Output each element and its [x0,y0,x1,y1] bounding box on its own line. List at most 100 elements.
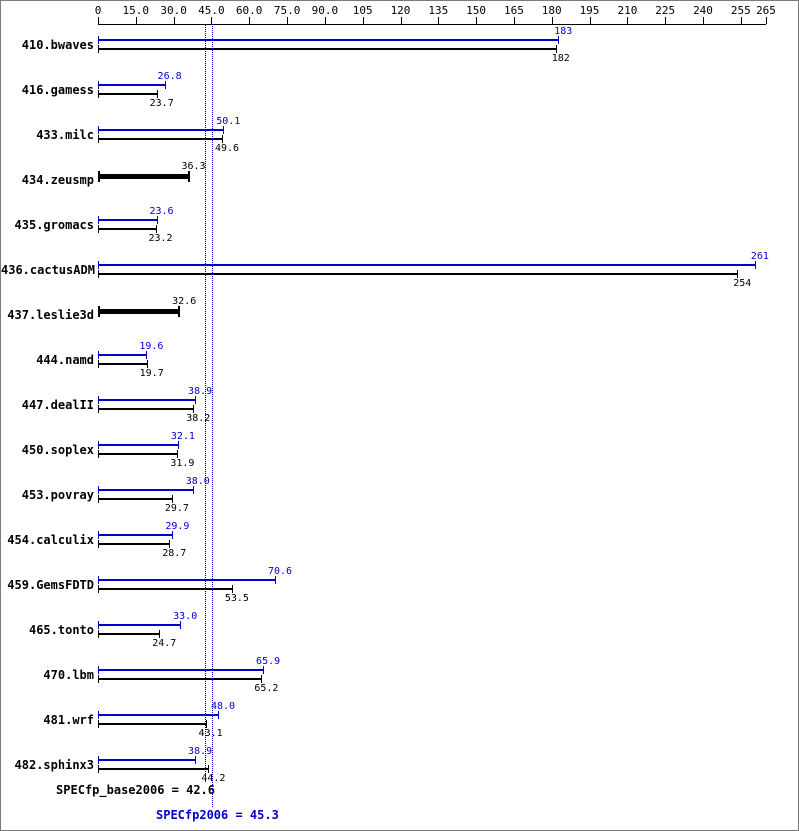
base-value-label: 28.7 [162,548,187,559]
peak-mean-dotted-line [212,24,214,807]
base-value-label: 53.5 [224,593,249,604]
base-bar [98,675,263,683]
base-bar [98,360,148,368]
base-value-label: 38.2 [186,413,211,424]
benchmark-name: 482.sphinx3 [14,758,94,772]
axis-tick-label: 240 [693,4,713,17]
axis-tick [740,17,742,24]
base-value-label: 43.1 [198,728,223,739]
peak-value-label: 65.9 [256,656,281,667]
axis-tick-label: 0 [94,4,102,17]
peak-bar [98,81,166,89]
benchmark-name: 433.milc [36,128,94,142]
base-value-label: 182 [551,53,570,64]
axis-tick-label: 120 [390,4,411,17]
benchmark-name: 470.lbm [43,668,94,682]
base-value-label: 44.2 [201,773,226,784]
result-bar [98,171,190,182]
axis-tick [476,17,478,24]
benchmark-name: 481.wrf [43,713,94,727]
peak-value-label: 48.0 [210,701,236,712]
peak-value-label: 33.0 [173,611,198,622]
peak-bar [98,126,225,134]
benchmark-name: 416.gamess [21,83,94,97]
axis-tick [135,17,137,24]
peak-value-label: 23.6 [149,206,174,217]
axis-tick-label: 60.0 [235,4,263,17]
axis-tick [211,17,213,24]
peak-value-label: 29.9 [165,521,190,532]
peak-bar [98,621,182,629]
base-mean-dotted-line [205,24,207,782]
base-bar [98,765,210,773]
base-value-label: 254 [733,278,752,289]
axis-tick-label: 210 [617,4,638,17]
base-bar [98,270,739,278]
peak-value-label: 183 [554,26,573,37]
base-bar [98,405,195,413]
base-bar [98,495,173,503]
base-bar [98,540,171,548]
axis-tick-label: 195 [579,4,600,17]
result-bar [98,306,181,317]
peak-value-label: 261 [750,251,769,262]
value-label: 32.6 [172,296,197,307]
benchmark-name: 450.soplex [21,443,94,457]
base-value-label: 19.7 [139,368,164,379]
base-bar [98,135,223,143]
peak-value-label: 50.1 [216,116,241,127]
axis-tick-label: 90.0 [311,4,339,17]
axis-tick-label: 75.0 [273,4,301,17]
base-value-label: 49.6 [214,143,240,154]
value-label: 36.3 [181,161,206,172]
axis-tick [173,17,175,24]
axis-tick [589,17,591,24]
base-bar [98,630,161,638]
axis-tick [287,17,289,24]
peak-value-label: 38.9 [188,386,213,397]
peak-value-label: 38.0 [185,476,210,487]
benchmark-name: 444.namd [36,353,94,367]
peak-bar [98,576,276,584]
axis-tick [400,17,402,24]
x-axis-line [98,24,766,25]
base-bar [98,45,557,53]
peak-value-label: 70.6 [267,566,293,577]
axis-tick [249,17,251,24]
axis-tick [551,17,553,24]
peak-bar [98,396,197,404]
peak-bar [98,666,265,674]
axis-tick-label: 265 [756,4,776,17]
base-bar [98,450,179,458]
peak-bar [98,216,158,224]
axis-tick [766,17,767,24]
axis-tick [665,17,667,24]
base-value-label: 23.2 [148,233,173,244]
axis-tick-label: 225 [655,4,676,17]
axis-tick [703,17,704,24]
benchmark-name: 453.povray [21,488,94,502]
specfp-base-summary: SPECfp_base2006 = 42.6 [56,783,215,797]
axis-tick [627,17,629,24]
base-bar [98,225,157,233]
peak-value-label: 38.9 [188,746,213,757]
specfp-peak-summary: SPECfp2006 = 45.3 [156,808,279,822]
peak-bar [98,531,174,539]
peak-bar [98,441,179,449]
axis-tick [362,17,364,24]
axis-tick-label: 165 [503,4,524,17]
base-value-label: 23.7 [149,98,174,109]
axis-tick [438,17,440,24]
benchmark-name: 435.gromacs [14,218,94,232]
base-bar [98,720,207,728]
axis-tick-label: 105 [352,4,373,17]
base-value-label: 31.9 [170,458,195,469]
base-bar [98,585,233,593]
axis-tick [513,17,515,24]
benchmark-name: 459.GemsFDTD [7,578,94,592]
peak-bar [98,36,560,44]
base-value-label: 29.7 [164,503,189,514]
axis-tick-label: 180 [541,4,562,17]
axis-tick-label: 135 [428,4,449,17]
